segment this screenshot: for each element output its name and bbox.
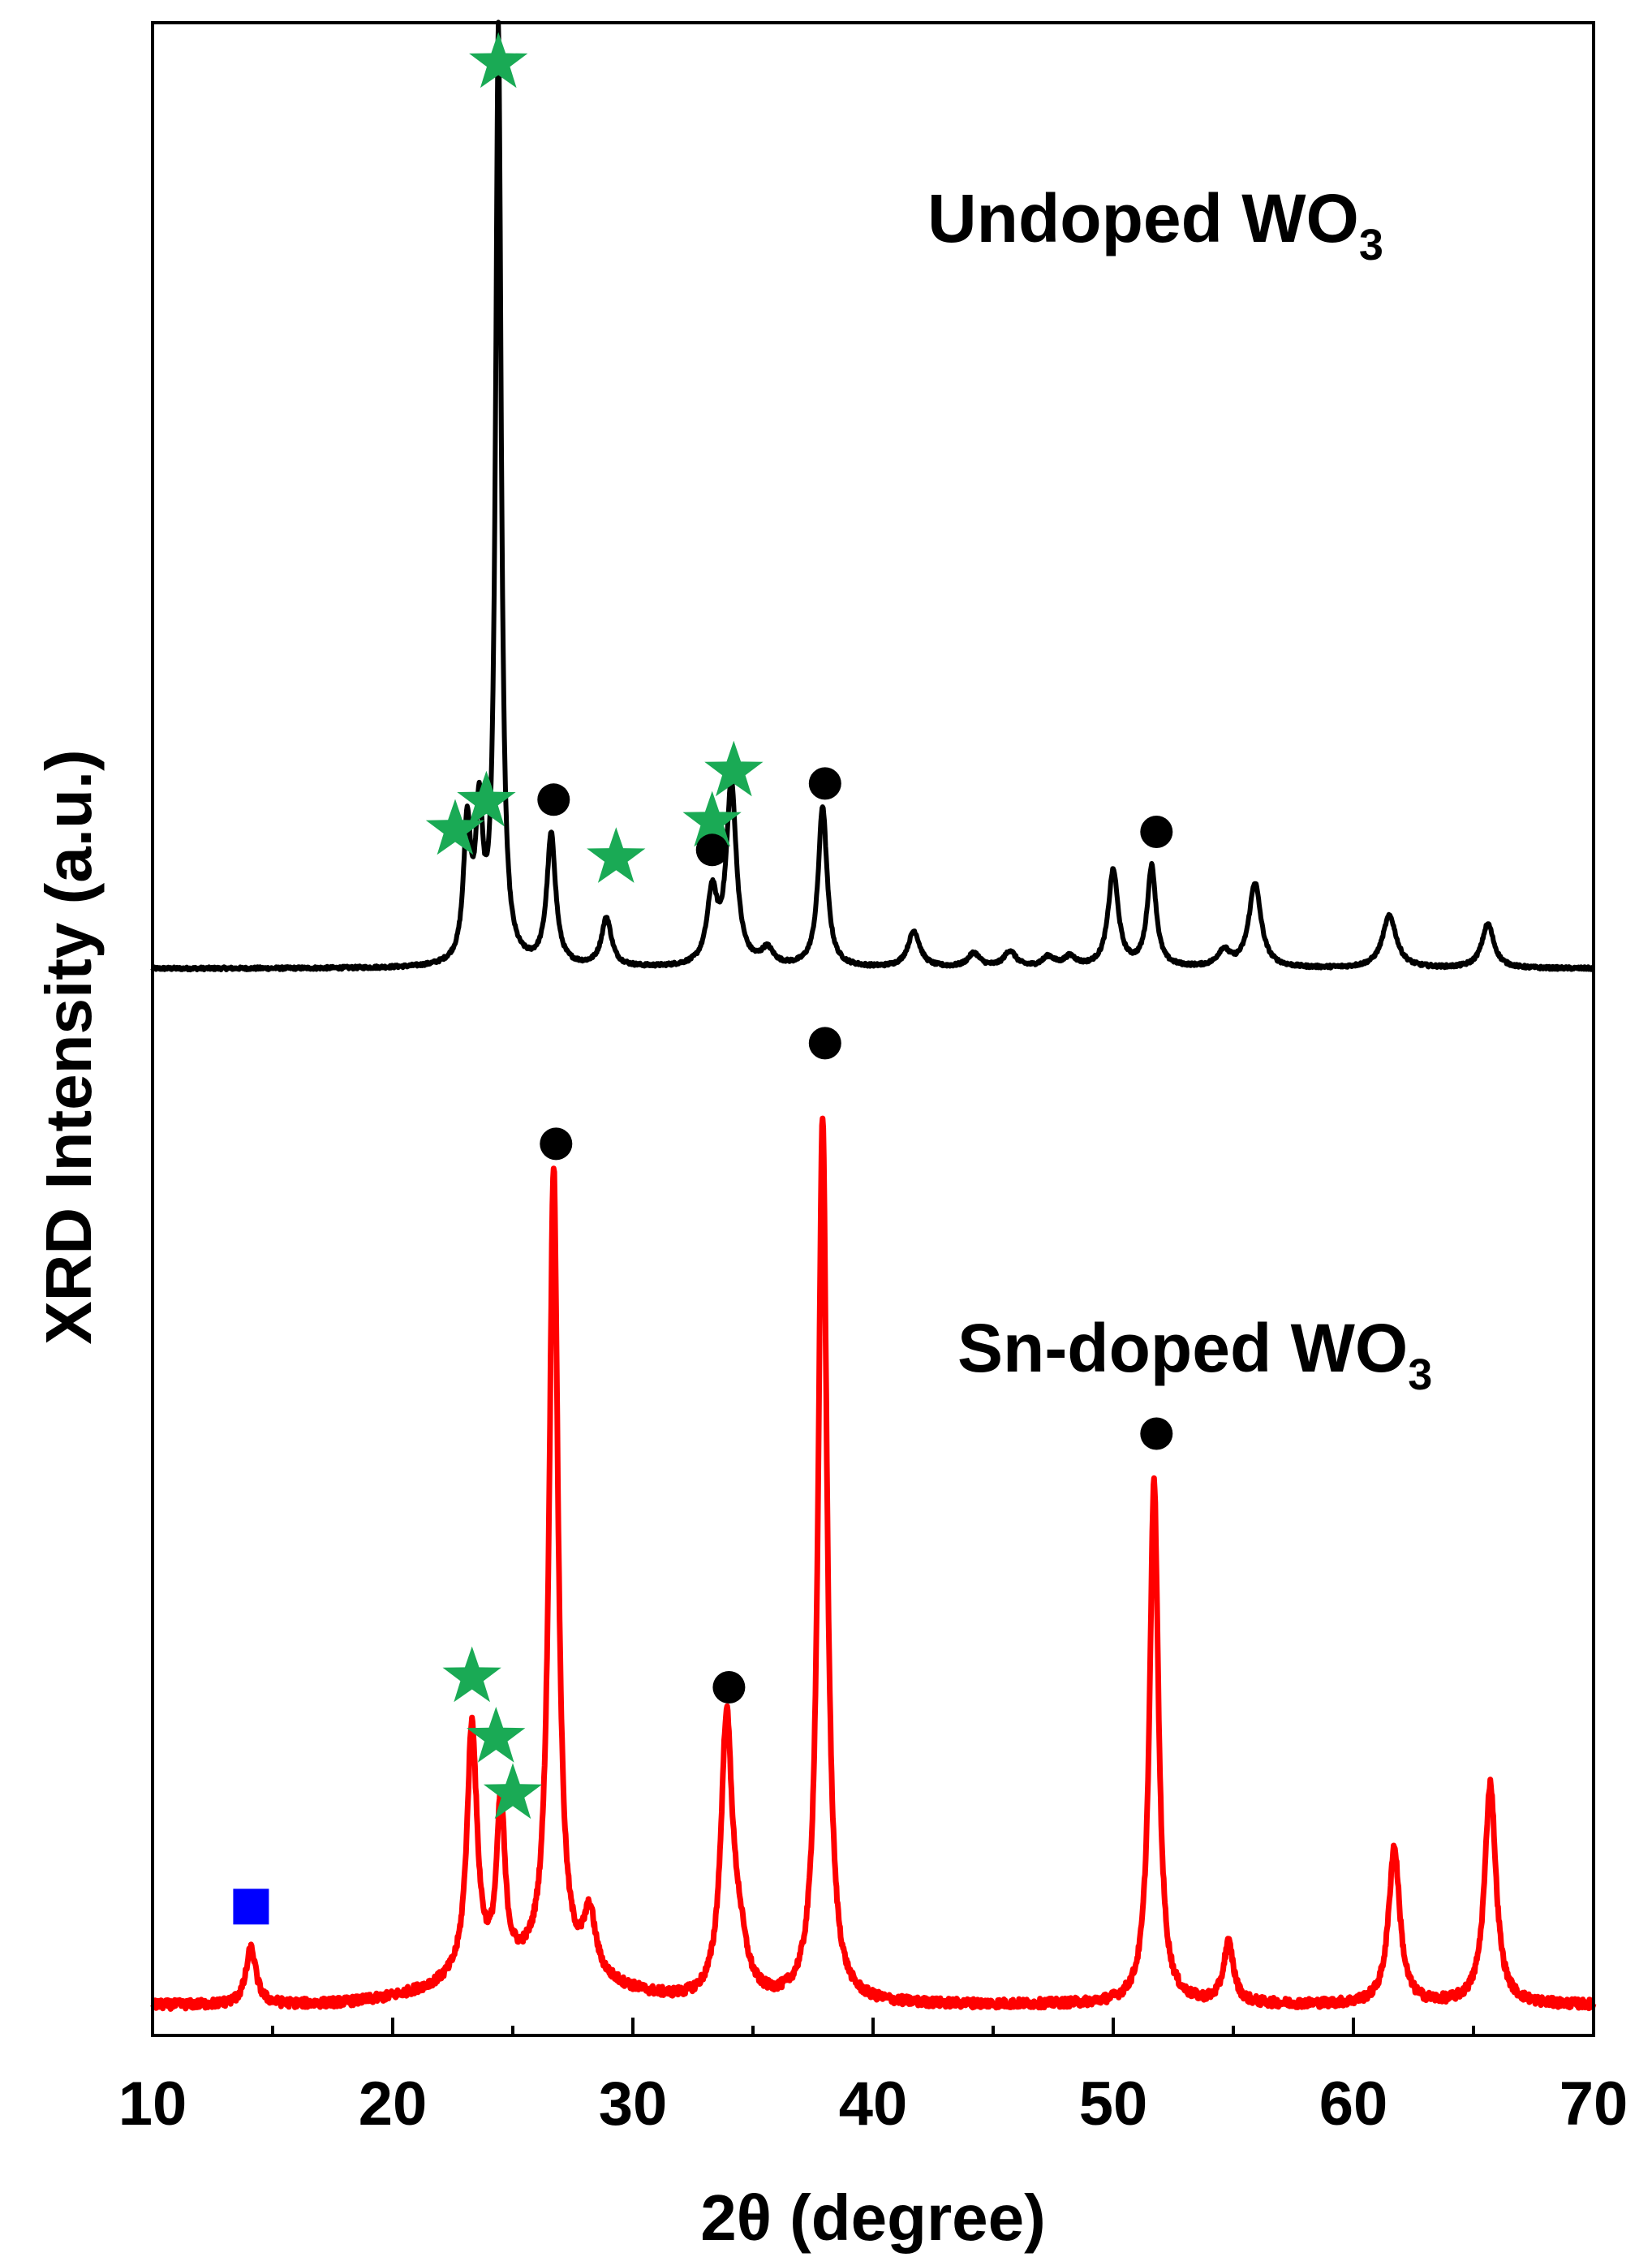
star-marker-5	[682, 790, 742, 847]
plot-area: 10 20 30 40 50 60 70	[118, 19, 1628, 2139]
x-tick-label-40: 40	[839, 2070, 908, 2139]
x-tick-label-50: 50	[1079, 2070, 1148, 2139]
series-label-undoped-sub: 3	[1359, 221, 1383, 269]
circle-marker-3	[537, 783, 570, 816]
circle-marker-6	[695, 833, 729, 867]
series-label-undoped-main: Undoped WO	[927, 180, 1359, 256]
x-axis-title: 2θ (degree)	[700, 2182, 1046, 2254]
circle-marker-8	[808, 767, 841, 800]
tick-layer: 10 20 30 40 50 60 70	[118, 2018, 1628, 2139]
square-marker-17	[233, 1889, 269, 1925]
series-label-sn-doped-sub: 3	[1408, 1350, 1432, 1399]
star-marker-14	[442, 1646, 501, 1703]
x-tick-label-10: 10	[118, 2070, 187, 2139]
x-tick-label-20: 20	[359, 2070, 428, 2139]
circle-marker-12	[1140, 1417, 1173, 1450]
star-marker-16	[483, 1763, 543, 1820]
circle-marker-13	[712, 1671, 746, 1704]
series-label-sn-doped: Sn-doped WO3	[957, 1310, 1432, 1399]
star-marker-4	[587, 827, 646, 883]
series-label-undoped: Undoped WO3	[927, 180, 1383, 269]
star-marker-7	[704, 740, 764, 797]
series-label-sn-doped-main: Sn-doped WO	[957, 1310, 1408, 1386]
plot-frame	[151, 21, 1595, 2037]
star-marker-1	[425, 799, 485, 855]
x-tick-label-70: 70	[1560, 2070, 1628, 2139]
circle-marker-10	[808, 1027, 841, 1060]
circle-marker-11	[540, 1127, 573, 1161]
x-tick-label-30: 30	[599, 2070, 668, 2139]
x-tick-label-60: 60	[1319, 2070, 1388, 2139]
series-line-undoped	[150, 19, 1596, 973]
star-marker-15	[467, 1707, 526, 1763]
star-marker-2	[457, 770, 516, 827]
series-line-sn-doped	[150, 1115, 1597, 2012]
star-marker-0	[469, 32, 528, 88]
y-axis-title: XRD Intensity (a.u.)	[32, 749, 105, 1344]
marker-layer	[233, 32, 1173, 1925]
series-layer	[150, 19, 1597, 2012]
circle-marker-9	[1140, 816, 1173, 848]
